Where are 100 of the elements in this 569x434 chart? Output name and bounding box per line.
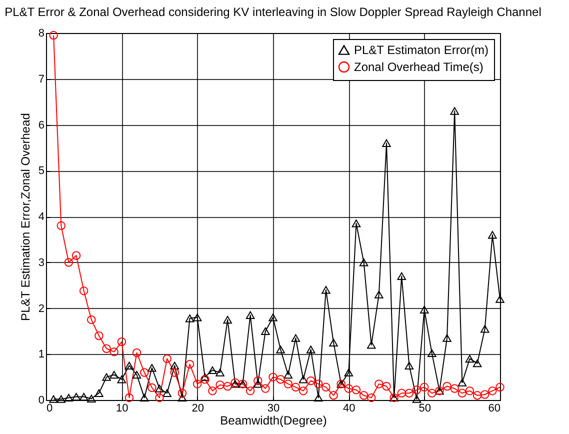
point bbox=[374, 290, 384, 298]
point bbox=[155, 384, 164, 392]
x-tick-label: 10 bbox=[116, 402, 128, 414]
y-tick-label: 0 bbox=[38, 394, 44, 406]
y-axis-title: PL&T Estimation Error,Zonal Overhead bbox=[18, 113, 32, 321]
point bbox=[268, 372, 278, 382]
point bbox=[200, 373, 210, 381]
point bbox=[442, 334, 452, 342]
point bbox=[306, 346, 316, 354]
point bbox=[420, 382, 429, 392]
point bbox=[56, 221, 66, 230]
point bbox=[178, 388, 187, 398]
point bbox=[124, 393, 134, 402]
x-axis-title: Beamwidth(Degree) bbox=[220, 414, 327, 428]
x-tick-label: 50 bbox=[418, 402, 431, 414]
point bbox=[49, 395, 58, 403]
point bbox=[216, 368, 224, 376]
point bbox=[192, 314, 202, 322]
point bbox=[322, 286, 330, 294]
point bbox=[465, 386, 474, 396]
point bbox=[329, 391, 338, 400]
point bbox=[366, 393, 376, 402]
point bbox=[253, 380, 262, 388]
point bbox=[366, 341, 376, 349]
point bbox=[208, 366, 217, 374]
y-tick-label: 4 bbox=[38, 211, 44, 223]
point bbox=[472, 391, 482, 400]
point bbox=[132, 348, 142, 358]
y-tick-label: 1 bbox=[38, 348, 44, 361]
point bbox=[102, 344, 111, 353]
point bbox=[148, 364, 156, 372]
x-tick-label: 60 bbox=[488, 402, 500, 414]
point bbox=[314, 380, 323, 388]
point bbox=[110, 347, 118, 356]
legend-label: PL&T Estimaton Error(m) bbox=[354, 43, 488, 57]
y-tick-label: 2 bbox=[38, 302, 44, 315]
point bbox=[465, 354, 474, 363]
point bbox=[79, 286, 88, 296]
point bbox=[450, 107, 459, 115]
point bbox=[261, 327, 270, 336]
point bbox=[246, 311, 255, 319]
point bbox=[322, 382, 330, 392]
point bbox=[87, 315, 96, 324]
chart-title: PL&T Error & Zonal Overhead considering KV interleaving in Slow Doppler Spread Rayleigh Channel bbox=[4, 5, 542, 19]
point bbox=[185, 314, 194, 322]
point bbox=[404, 388, 414, 398]
point bbox=[64, 258, 74, 267]
point bbox=[79, 392, 88, 401]
point bbox=[382, 139, 391, 147]
point bbox=[428, 349, 436, 358]
point bbox=[284, 380, 293, 388]
y-tick-label: 6 bbox=[38, 119, 44, 132]
point bbox=[488, 230, 497, 239]
point bbox=[450, 384, 459, 393]
point bbox=[140, 394, 149, 402]
point bbox=[178, 394, 187, 402]
point bbox=[124, 362, 134, 370]
point bbox=[472, 359, 482, 368]
point bbox=[94, 389, 104, 397]
point bbox=[412, 386, 422, 394]
point bbox=[496, 295, 504, 303]
point bbox=[496, 382, 504, 392]
point bbox=[352, 220, 361, 228]
point bbox=[155, 393, 164, 402]
point bbox=[72, 251, 81, 260]
point bbox=[420, 306, 429, 314]
point bbox=[162, 354, 172, 364]
point bbox=[276, 374, 285, 384]
point bbox=[291, 382, 300, 392]
point bbox=[412, 395, 422, 403]
x-tick-label: 40 bbox=[343, 402, 356, 414]
point bbox=[276, 346, 285, 354]
point bbox=[253, 376, 262, 386]
point bbox=[200, 374, 210, 384]
point bbox=[314, 394, 323, 402]
point bbox=[261, 384, 270, 393]
point bbox=[382, 382, 391, 391]
point bbox=[72, 392, 81, 401]
point bbox=[87, 394, 96, 402]
point bbox=[148, 383, 156, 392]
point bbox=[94, 331, 104, 340]
x-tick-label: 20 bbox=[192, 402, 204, 414]
point bbox=[291, 334, 300, 342]
point bbox=[298, 376, 308, 384]
point bbox=[246, 386, 255, 396]
point bbox=[185, 360, 194, 369]
point bbox=[268, 314, 278, 322]
point bbox=[223, 316, 232, 324]
point bbox=[359, 258, 368, 266]
point bbox=[374, 380, 384, 388]
point bbox=[56, 395, 66, 403]
point bbox=[442, 382, 452, 391]
point bbox=[458, 378, 467, 386]
point bbox=[192, 380, 202, 388]
point bbox=[162, 389, 172, 397]
point bbox=[344, 368, 354, 376]
point bbox=[329, 338, 338, 347]
point bbox=[359, 391, 368, 400]
y-tick-label: 3 bbox=[38, 256, 44, 269]
point bbox=[208, 386, 217, 396]
